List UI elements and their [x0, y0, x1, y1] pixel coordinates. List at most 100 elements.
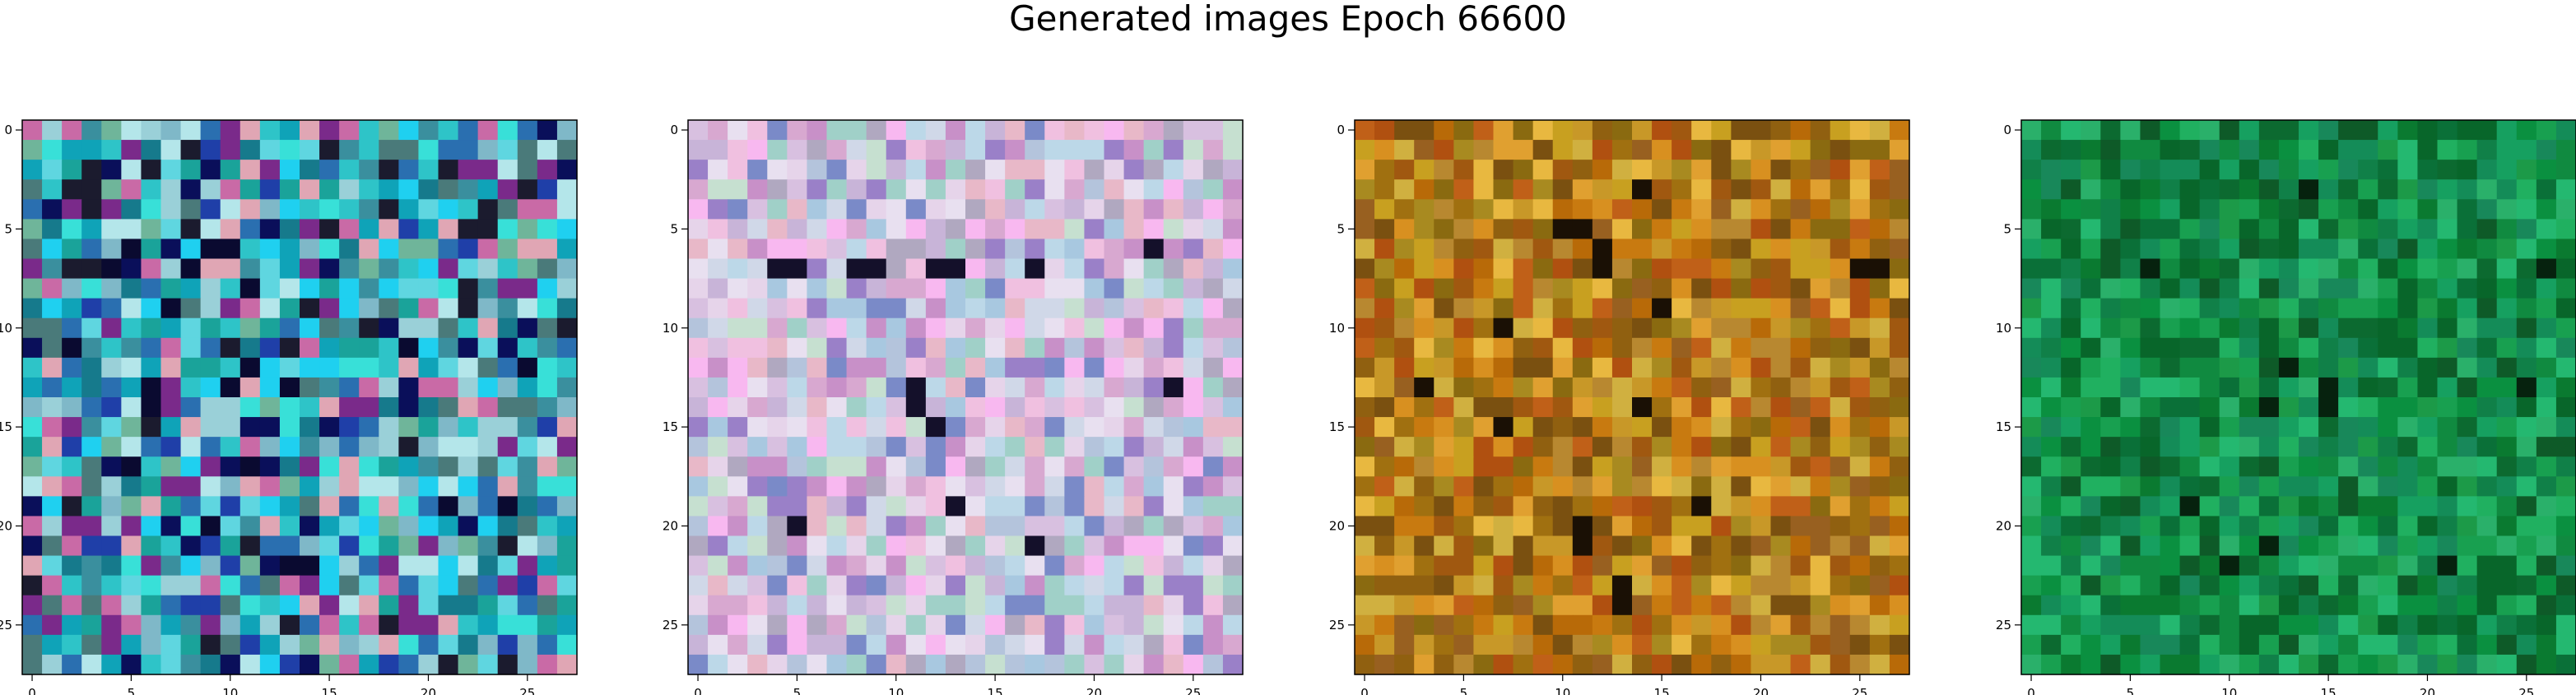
pixel-cell [2160, 496, 2181, 517]
pixel-cell [200, 654, 221, 675]
pixel-cell [1434, 476, 1454, 497]
pixel-cell [1473, 654, 1495, 675]
pixel-cell [2258, 456, 2280, 477]
pixel-cell [1414, 160, 1434, 180]
pixel-cell [1552, 535, 1574, 557]
pixel-cell [1513, 555, 1534, 577]
pixel-cell [2140, 595, 2161, 616]
pixel-cell [1592, 219, 1613, 240]
pixel-cell [708, 397, 728, 418]
pixel-cell [2417, 417, 2439, 438]
pixel-cell [1453, 654, 1475, 675]
pixel-cell [42, 555, 63, 577]
pixel-cell [1513, 377, 1534, 398]
pixel-cell [2318, 476, 2339, 497]
pixel-cell [1711, 437, 1732, 457]
pixel-cell [2536, 239, 2557, 260]
pixel-cell [1810, 654, 1831, 675]
pixel-cell [1632, 555, 1653, 577]
pixel-cell [379, 160, 399, 180]
pixel-cell [688, 278, 709, 299]
pixel-cell [1869, 337, 1890, 359]
pixel-cell [925, 337, 946, 359]
pixel-cell [2457, 476, 2478, 497]
pixel-cell [2338, 614, 2359, 636]
pixel-cell [728, 120, 748, 141]
pixel-cell [2516, 278, 2537, 299]
pixel-cell [1222, 357, 1244, 378]
pixel-cell [826, 614, 848, 636]
pixel-cell [1202, 456, 1224, 477]
pixel-cell [1889, 199, 1910, 220]
pixel-cell [886, 496, 907, 517]
pixel-cell [1414, 377, 1434, 398]
pixel-cell [1572, 258, 1593, 280]
pixel-cell [1632, 437, 1653, 457]
pixel-cell [2278, 278, 2299, 299]
pixel-cell [1691, 298, 1712, 319]
pixel-cell [81, 298, 102, 319]
pixel-cell [886, 417, 907, 438]
pixel-cell [1532, 634, 1554, 656]
pixel-cell [1711, 456, 1732, 477]
pixel-cell [1453, 219, 1475, 240]
pixel-cell [1889, 476, 1910, 497]
pixel-cell [200, 456, 221, 477]
pixel-cell [359, 595, 379, 616]
pixel-cell [708, 516, 728, 537]
pixel-cell [180, 417, 202, 438]
pixel-cell [1163, 496, 1184, 517]
pixel-cell [2536, 179, 2557, 200]
pixel-cell [1374, 614, 1395, 636]
pixel-cell [2318, 357, 2339, 378]
pixel-cell [2318, 317, 2339, 339]
pixel-cell [2516, 120, 2537, 141]
pixel-cell [1044, 258, 1065, 280]
pixel-cell [2555, 298, 2576, 319]
pixel-cell [2397, 377, 2419, 398]
pixel-cell [1552, 456, 1574, 477]
pixel-cell [1202, 298, 1224, 319]
pixel-cell [62, 575, 82, 596]
pixel-cell [1632, 417, 1653, 438]
pixel-cell [2476, 476, 2498, 497]
pixel-cell [517, 357, 538, 378]
pixel-cell [497, 456, 518, 477]
pixel-cell [2457, 258, 2478, 280]
pixel-cell [1711, 140, 1732, 160]
pixel-cell [1592, 199, 1613, 220]
pixel-cell [1414, 199, 1434, 220]
pixel-cell [2318, 199, 2339, 220]
pixel-cell [1751, 634, 1772, 656]
pixel-cell [379, 555, 399, 577]
pixel-cell [846, 219, 867, 240]
pixel-cell [438, 535, 459, 557]
pixel-cell [866, 496, 887, 517]
pixel-cell [965, 516, 986, 537]
pixel-cell [1064, 496, 1086, 517]
pixel-cell [2160, 437, 2181, 457]
pixel-cell [1493, 437, 1514, 457]
pixel-cell [101, 337, 122, 359]
pixel-cell [2496, 516, 2518, 537]
pixel-cell [2278, 179, 2299, 200]
pixel-cell [1849, 516, 1871, 537]
pixel-cell [1493, 377, 1514, 398]
pixel-cell [398, 575, 420, 596]
pixel-cell [1493, 278, 1514, 299]
pixel-cell [1123, 179, 1145, 200]
pixel-cell [1202, 219, 1224, 240]
pixel-cell [2100, 357, 2121, 378]
pixel-cell [1044, 614, 1065, 636]
pixel-cell [101, 199, 122, 220]
pixel-cell [239, 278, 261, 299]
pixel-cell [1889, 258, 1910, 280]
pixel-cell [42, 476, 63, 497]
pixel-cell [2299, 417, 2319, 438]
pixel-cell [418, 397, 439, 418]
pixel-cell [1632, 595, 1653, 616]
pixel-cell [1672, 337, 1692, 359]
pixel-cell [2140, 140, 2161, 160]
pixel-cell [2021, 555, 2042, 577]
pixel-cell [688, 160, 709, 180]
